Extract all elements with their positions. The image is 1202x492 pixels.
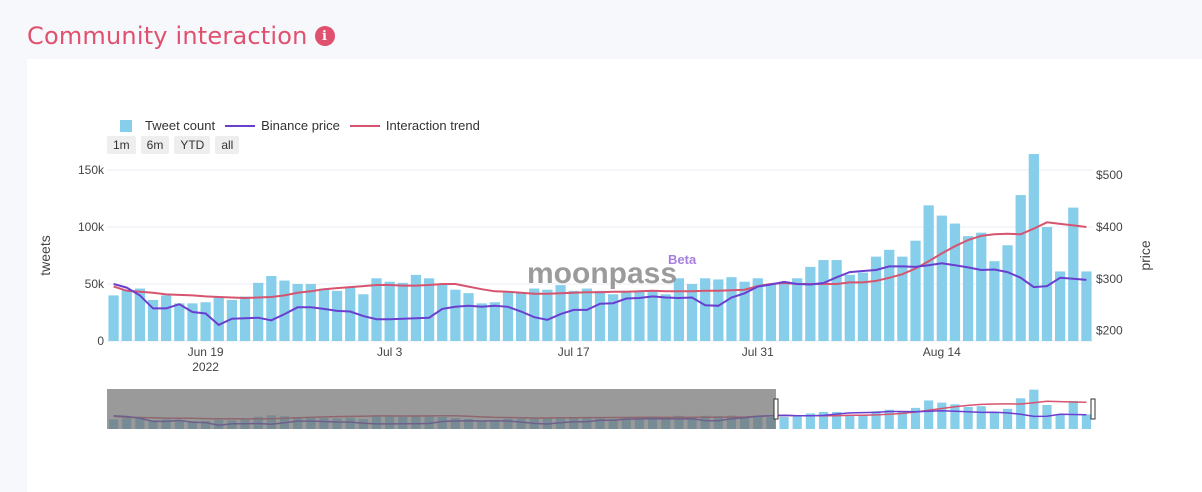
info-icon[interactable]: i <box>314 26 335 46</box>
legend-swatch-line <box>349 124 380 127</box>
chart-legend: Tweet count Binance price Interaction tr… <box>120 118 490 133</box>
range-button-1m[interactable]: 1m <box>107 136 136 154</box>
section-title: Community interaction <box>27 22 308 50</box>
range-button-all[interactable]: all <box>215 136 240 154</box>
section-header: Community interaction i <box>27 18 335 54</box>
legend-label: Interaction trend <box>385 118 480 133</box>
legend-label: Binance price <box>261 118 340 133</box>
range-button-6m[interactable]: 6m <box>140 136 170 154</box>
range-button-ytd[interactable]: YTD <box>174 136 211 154</box>
range-selector: 1m 6m YTD all <box>107 136 244 154</box>
legend-item-binance-price[interactable]: Binance price <box>225 118 340 133</box>
legend-item-tweet-count[interactable]: Tweet count <box>120 118 215 133</box>
legend-item-interaction-trend[interactable]: Interaction trend <box>349 118 480 133</box>
legend-swatch-bar <box>120 119 132 132</box>
legend-swatch-line <box>225 124 256 127</box>
legend-label: Tweet count <box>145 118 216 133</box>
